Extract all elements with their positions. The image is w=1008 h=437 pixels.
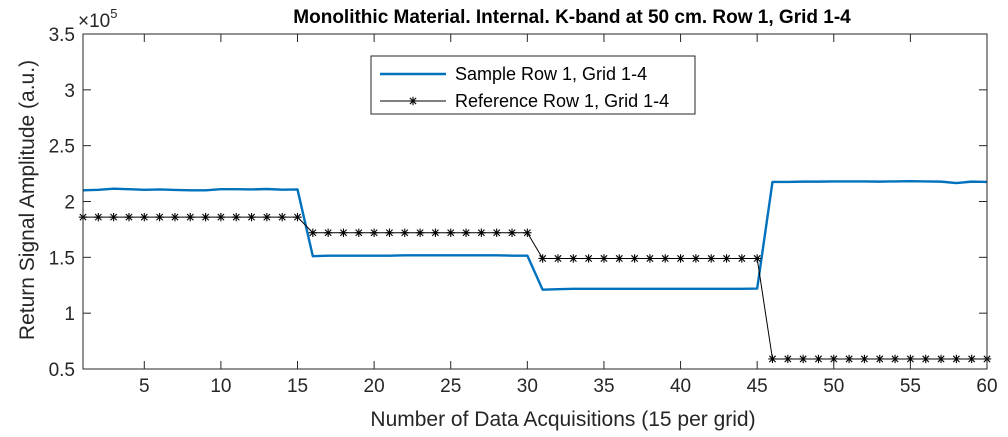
y-axis-ticks: 0.5 1 1.5 2 2.5 3 3.5 — [49, 25, 987, 381]
series-2-marker — [400, 228, 409, 237]
series-2-marker — [461, 228, 471, 237]
series-2-marker — [124, 212, 134, 222]
y-tick-label: 2.5 — [49, 137, 75, 158]
x-tick-label: 60 — [976, 376, 997, 397]
series-2-marker — [446, 228, 455, 237]
legend: Sample Row 1, Grid 1-4 Reference Row 1, G… — [370, 55, 696, 115]
legend-item-2: Reference Row 1, Grid 1-4 — [380, 91, 669, 111]
x-tick-label: 20 — [364, 376, 385, 397]
series-2-marker — [890, 354, 900, 364]
series-2-marker — [339, 228, 348, 237]
series-2-marker — [109, 212, 118, 222]
x-tick-label: 15 — [287, 376, 308, 397]
y-tick-label: 2 — [64, 193, 75, 214]
series-2-marker — [553, 254, 563, 263]
series-2-marker — [967, 354, 976, 364]
x-tick-label: 40 — [670, 376, 691, 397]
series-2-marker — [584, 254, 593, 263]
series-2-marker — [814, 354, 823, 364]
series-2-marker — [232, 212, 241, 222]
series-2-marker — [201, 212, 210, 222]
chart-title: Monolithic Material. Internal. K-band at… — [293, 7, 851, 28]
series-2-marker — [599, 254, 609, 263]
x-tick-label: 30 — [517, 376, 538, 397]
series-2-marker — [661, 254, 670, 263]
series-2-marker — [385, 228, 394, 237]
series-2-marker — [707, 254, 716, 263]
series-2-marker — [829, 354, 838, 364]
x-tick-label: 50 — [823, 376, 844, 397]
series-2-marker — [676, 254, 685, 263]
series-2-marker — [936, 354, 946, 364]
y-axis-label: Return Signal Amplitude (a.u.) — [16, 60, 39, 340]
series-2-marker — [768, 354, 777, 364]
series-2-marker — [569, 254, 578, 263]
legend-item-1: Sample Row 1, Grid 1-4 — [380, 64, 647, 84]
series-2-marker — [752, 254, 762, 263]
series-2-marker — [645, 254, 655, 263]
series-2-marker — [722, 254, 731, 263]
series-2-marker — [155, 212, 164, 222]
x-axis-label: Number of Data Acquisitions (15 per grid… — [370, 408, 755, 431]
series-line-1 — [82, 179, 988, 291]
legend-box — [370, 55, 696, 115]
x-axis-ticks: 5 10 15 20 25 30 35 40 45 50 55 60 — [139, 34, 998, 397]
series-2-marker — [354, 228, 363, 237]
series-2-marker — [323, 228, 333, 237]
series-2-marker — [875, 354, 884, 364]
x-tick-label: 25 — [440, 376, 461, 397]
series-layer — [78, 179, 992, 364]
series-2-marker — [477, 228, 486, 237]
series-2-marker — [277, 212, 287, 222]
series-2-marker — [94, 212, 103, 222]
series-2-marker — [293, 212, 302, 222]
y-tick-label: 0.5 — [49, 360, 75, 381]
series-2-marker — [415, 228, 425, 237]
y-tick-label: 1.5 — [49, 248, 75, 269]
series-2-marker — [860, 354, 869, 364]
series-2-marker — [262, 212, 272, 222]
series-2-marker — [170, 212, 180, 222]
series-2-marker — [523, 228, 532, 237]
series-2-marker — [952, 354, 961, 364]
series-2-marker — [691, 254, 701, 263]
series-2-marker — [308, 228, 318, 237]
series-2-marker — [492, 228, 501, 237]
series-2-marker — [186, 212, 195, 222]
series-2-marker — [247, 212, 256, 222]
y-tick-label: 3 — [64, 81, 75, 102]
series-2-marker — [216, 212, 226, 222]
series-2-marker — [921, 354, 930, 364]
x-tick-label: 5 — [139, 376, 150, 397]
series-2-marker — [630, 254, 639, 263]
legend-label: Reference Row 1, Grid 1-4 — [455, 91, 669, 111]
x-tick-label: 35 — [593, 376, 614, 397]
series-2-marker — [798, 354, 808, 364]
series-2-marker — [615, 254, 624, 263]
y-exponent-label: ×105 — [78, 6, 117, 32]
x-tick-label: 55 — [900, 376, 921, 397]
x-tick-label: 10 — [210, 376, 231, 397]
legend-marker — [408, 96, 418, 106]
series-2-marker — [783, 354, 793, 364]
y-tick-label: 1 — [64, 304, 75, 325]
series-2-marker — [538, 254, 547, 263]
legend-label: Sample Row 1, Grid 1-4 — [455, 64, 647, 84]
y-tick-label: 3.5 — [49, 25, 75, 46]
series-2-marker — [140, 212, 149, 222]
series-2-marker — [369, 228, 379, 237]
series-2-marker — [737, 254, 747, 263]
series-2-marker — [431, 228, 440, 237]
x-tick-label: 45 — [747, 376, 768, 397]
series-2-marker — [507, 228, 517, 237]
series-2-marker — [844, 354, 854, 364]
series-2-marker — [906, 354, 915, 364]
